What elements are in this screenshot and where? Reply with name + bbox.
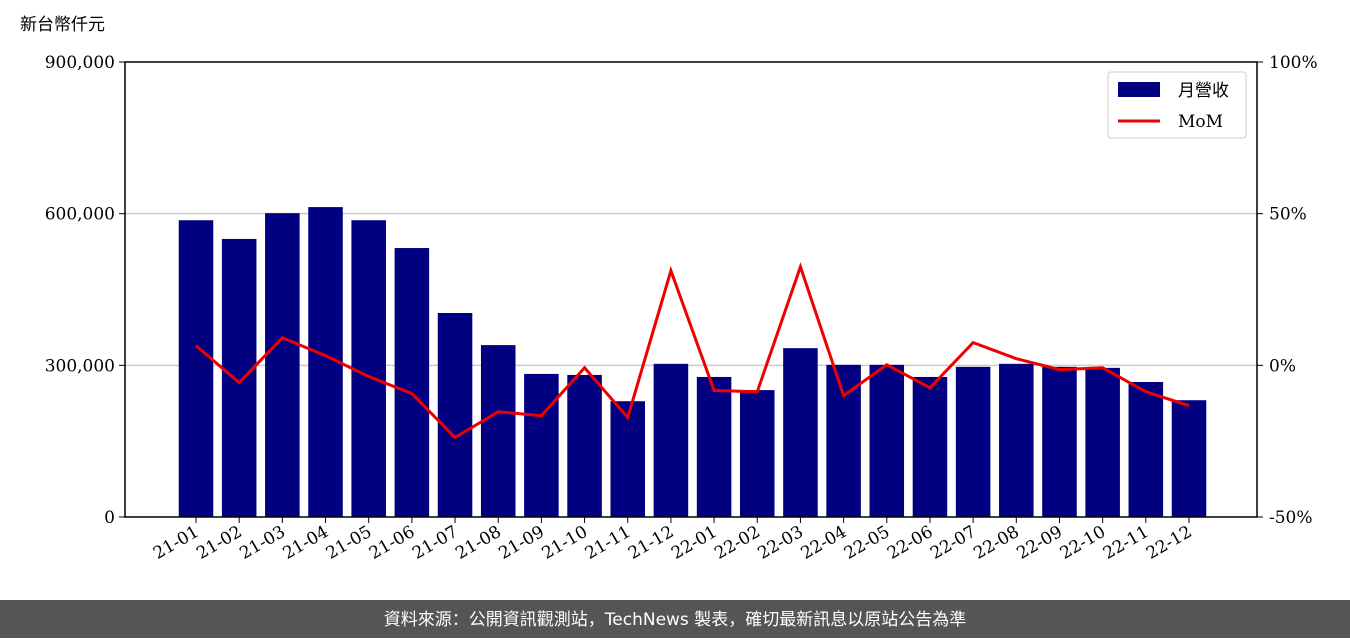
y2-tick-label: 0% — [1269, 356, 1296, 376]
y-tick-label: 0 — [104, 508, 115, 528]
x-tick-label: 21-07 — [409, 522, 461, 564]
x-tick-label: 21-10 — [539, 522, 591, 564]
bar — [739, 390, 775, 517]
bar — [1171, 400, 1207, 517]
x-tick-label: 22-04 — [798, 522, 850, 564]
line — [195, 262, 1190, 440]
x-tick-label: 22-03 — [754, 522, 806, 564]
x-tick-label: 21-12 — [625, 522, 677, 564]
bar — [783, 348, 818, 517]
y2-tick-label: 50% — [1269, 205, 1307, 225]
bar — [653, 363, 689, 517]
x-tick-label: 22-08 — [970, 522, 1022, 564]
y-axis-label: 新台幣仟元 — [20, 15, 105, 35]
bar — [696, 376, 732, 517]
x-tick-label: 21-06 — [366, 522, 418, 564]
bar — [1085, 367, 1120, 517]
bar — [826, 364, 861, 517]
x-tick-label: 22-02 — [711, 522, 763, 564]
legend-label: MoM — [1178, 112, 1223, 132]
y-tick-label: 900,000 — [45, 53, 115, 73]
legend-label: 月營收 — [1178, 81, 1229, 101]
plot-frame — [124, 61, 1258, 518]
x-tick-label: 21-01 — [150, 522, 202, 564]
x-tick-label: 21-09 — [495, 522, 547, 564]
x-tick-label: 21-03 — [236, 522, 288, 564]
bar — [265, 213, 300, 517]
bar — [480, 345, 516, 517]
x-tick-label: 21-08 — [452, 522, 504, 564]
bar — [567, 374, 602, 517]
x-tick-label: 22-06 — [884, 522, 936, 564]
x-tick-label: 21-02 — [193, 522, 245, 564]
bar — [351, 220, 386, 517]
footer-bar — [0, 600, 1350, 638]
y-tick-label: 300,000 — [45, 356, 115, 376]
bar — [1042, 366, 1077, 517]
bar — [221, 238, 257, 517]
bar — [610, 401, 646, 517]
footer: 資料來源：公開資訊觀測站，TechNews 製表，確切最新訊息以原站公告為準 — [384, 610, 966, 630]
x-tick-label: 22-10 — [1057, 522, 1109, 564]
x-tick-label: 22-05 — [841, 522, 893, 564]
x-tick-label: 22-12 — [1143, 522, 1195, 564]
x-tick-label: 22-09 — [1014, 522, 1066, 564]
bar — [524, 373, 559, 517]
bar — [955, 366, 991, 517]
y-tick-label: 600,000 — [45, 205, 115, 225]
bar — [999, 363, 1034, 517]
x-tick-label: 22-07 — [927, 522, 979, 564]
bar — [912, 376, 948, 517]
x-tick-label: 21-04 — [280, 522, 332, 564]
bar — [178, 220, 214, 517]
bar — [437, 313, 473, 517]
x-tick-label: 21-11 — [582, 522, 634, 564]
y2-tick-label: 100% — [1269, 53, 1318, 73]
legend-swatch — [1118, 82, 1160, 97]
bar — [1128, 382, 1164, 517]
bar — [394, 248, 430, 518]
bar — [869, 364, 905, 517]
x-tick-label: 22-01 — [668, 522, 720, 564]
x-tick-label: 21-05 — [323, 522, 375, 564]
y2-tick-label: -50% — [1269, 508, 1313, 528]
x-tick-label: 22-11 — [1100, 522, 1152, 564]
